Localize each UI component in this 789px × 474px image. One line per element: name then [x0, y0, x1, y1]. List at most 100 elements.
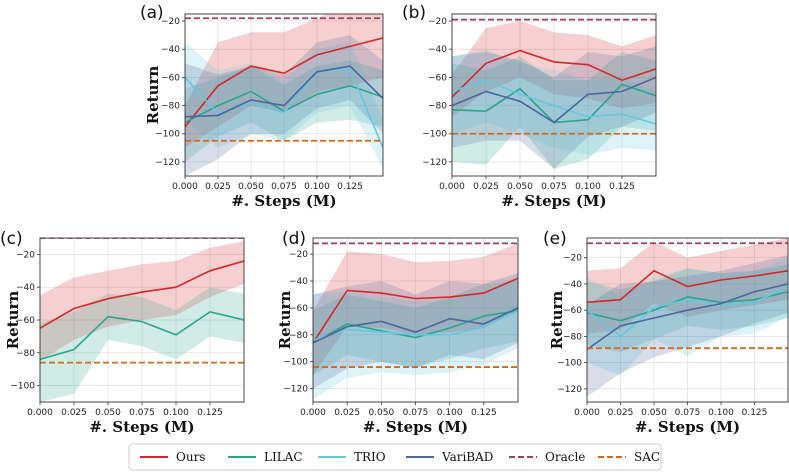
x-tick-label: 0.025 [61, 408, 87, 418]
band-trio [587, 257, 788, 376]
x-axis-label: #. Steps (M) [635, 418, 740, 436]
y-tick-label: −60 [428, 73, 447, 83]
x-tick-label: 0.075 [271, 182, 297, 192]
legend-label-lilac: LILAC [264, 450, 303, 464]
x-tick-label: 0.100 [575, 182, 601, 192]
panel-label: (d) [282, 229, 306, 249]
band-lilac [313, 281, 518, 376]
x-tick-label: 0.025 [608, 408, 634, 418]
line-lilac [40, 310, 244, 361]
x-tick-label: 0.050 [641, 408, 667, 418]
band-ours [40, 241, 244, 361]
panel-label: (b) [402, 3, 426, 23]
x-tick-label: 0.100 [304, 182, 330, 192]
panel-label: (c) [0, 229, 23, 249]
y-axis-label: Return [548, 291, 566, 350]
plot-area [452, 18, 656, 169]
line-trio [587, 285, 788, 338]
y-tick-label: −100 [155, 130, 180, 140]
x-tick-label: 0.025 [473, 182, 499, 192]
line-lilac [185, 84, 383, 124]
legend: Ours LILAC TRIO VariBAD Oracle SAC [128, 443, 662, 471]
plot-area [40, 238, 244, 402]
y-tick-label: −80 [289, 331, 308, 341]
line-trio [185, 68, 383, 149]
y-tick-label: −60 [289, 304, 308, 314]
y-tick-label: −40 [161, 45, 180, 55]
x-tick-label: 0.125 [471, 408, 497, 418]
x-tick-label: 0.050 [95, 408, 121, 418]
x-tick-label: 0.125 [609, 182, 635, 192]
line-varibad [313, 307, 518, 344]
y-tick-label: −100 [283, 358, 308, 368]
chart-panel: 0.000 0.025 0.050 0.075 0.100 0.125 −120 −100 −8… [140, 3, 384, 210]
x-axis-label: #. Steps (M) [501, 192, 606, 210]
x-tick-label: 0.100 [163, 408, 189, 418]
y-tick-label: −40 [289, 277, 308, 287]
x-tick-label: 0.000 [574, 408, 600, 418]
chart-panel: 0.000 0.025 0.050 0.075 0.100 0.125 −120 −100 −8… [543, 229, 789, 436]
band-ours [313, 243, 518, 376]
band-lilac [40, 287, 244, 402]
y-axis-label: Return [276, 291, 294, 350]
x-tick-label: 0.100 [437, 408, 463, 418]
x-tick-label: 0.075 [129, 408, 155, 418]
y-tick-label: −20 [16, 250, 35, 260]
y-tick-label: −120 [283, 385, 308, 395]
x-tick-label: 0.000 [439, 182, 465, 192]
plot-area [313, 242, 518, 400]
x-tick-label: 0.075 [675, 408, 701, 418]
y-tick-label: −20 [289, 250, 308, 260]
plot-area [587, 238, 788, 397]
line-varibad [587, 283, 788, 351]
y-tick-label: −60 [563, 306, 582, 316]
x-tick-label: 0.000 [300, 408, 326, 418]
chart-panel: 0.000 0.025 0.050 0.075 0.100 0.125 −100 −80 −60… [0, 229, 245, 436]
line-lilac [587, 291, 788, 322]
y-tick-label: −40 [563, 280, 582, 290]
x-tick-label: 0.050 [368, 408, 394, 418]
legend-label-varibad: VariBAD [441, 450, 493, 464]
y-tick-label: −120 [422, 158, 447, 168]
y-tick-label: −100 [10, 382, 35, 392]
y-tick-label: −100 [557, 359, 582, 369]
line-lilac [313, 309, 518, 344]
y-tick-label: −20 [161, 17, 180, 27]
panel-label: (a) [140, 3, 164, 23]
x-tick-label: 0.000 [172, 182, 198, 192]
line-trio [313, 309, 518, 341]
x-tick-label: 0.100 [708, 408, 734, 418]
x-tick-label: 0.000 [27, 408, 53, 418]
y-tick-label: −120 [557, 385, 582, 395]
line-ours [40, 260, 244, 329]
band-trio [452, 49, 656, 155]
x-axis-label: #. Steps (M) [231, 192, 336, 210]
y-tick-label: −60 [16, 316, 35, 326]
chart-panel: 0.000 0.025 0.050 0.075 0.100 0.125 −120 −100 −8… [402, 3, 657, 210]
x-tick-label: 0.050 [238, 182, 264, 192]
legend-label-trio: TRIO [354, 450, 386, 464]
x-axis-label: #. Steps (M) [89, 418, 194, 436]
x-tick-label: 0.075 [541, 182, 567, 192]
line-ours [313, 277, 518, 344]
y-axis-label: Return [144, 66, 162, 125]
y-tick-label: −80 [161, 102, 180, 112]
y-axis-label: Return [4, 291, 22, 350]
band-varibad [452, 46, 656, 169]
x-tick-label: 0.025 [334, 408, 360, 418]
y-tick-label: −80 [16, 349, 35, 359]
panels: 0.000 0.025 0.050 0.075 0.100 0.125 −120 −100 −8… [0, 3, 789, 436]
y-tick-label: −60 [161, 73, 180, 83]
legend-box [128, 443, 662, 471]
panel-label: (e) [543, 229, 567, 249]
legend-label-sac: SAC [634, 450, 660, 464]
y-tick-label: −120 [155, 158, 180, 168]
chart-panel: 0.000 0.025 0.050 0.075 0.100 0.125 −120 −100 −8… [276, 229, 519, 436]
y-tick-label: −100 [422, 130, 447, 140]
legend-label-oracle: Oracle [545, 450, 585, 464]
x-axis-label: #. Steps (M) [363, 418, 468, 436]
line-varibad [452, 76, 656, 124]
x-tick-label: 0.125 [197, 408, 223, 418]
line-ours [587, 269, 788, 304]
